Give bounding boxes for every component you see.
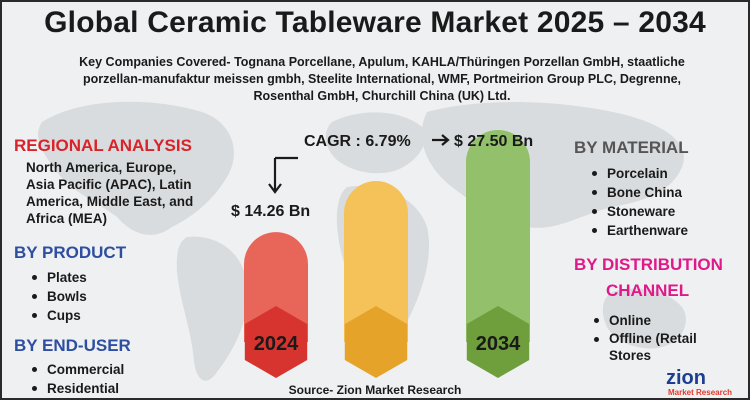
svg-text:Market Research: Market Research	[668, 388, 732, 397]
product-list: Plates Bowls Cups	[28, 268, 87, 325]
material-list: Porcelain Bone China Stoneware Earthenwa…	[588, 164, 688, 240]
year-label: 2024	[254, 333, 299, 355]
bar-mid	[344, 181, 408, 342]
zion-logo: zion Market Research	[666, 367, 732, 397]
year-label: 2034	[476, 333, 521, 355]
bar-2034	[466, 130, 530, 342]
list-item: Commercial	[28, 360, 124, 379]
bar-2024	[244, 232, 308, 342]
year-hexagon	[244, 306, 308, 378]
list-item: Stoneware	[588, 202, 688, 221]
year-hexagon	[466, 306, 530, 378]
start-value-label: $ 14.26 Bn	[231, 203, 310, 220]
year-hexagon	[344, 306, 408, 378]
list-item: Cups	[28, 306, 87, 325]
page-title: Global Ceramic Tableware Market 2025 – 2…	[44, 6, 706, 39]
list-item: Bowls	[28, 287, 87, 306]
cagr-label: CAGR : 6.79%	[304, 133, 411, 150]
down-arrow-icon	[268, 158, 282, 194]
key-companies-text: Key Companies Covered- Tognana Porcellan…	[79, 55, 685, 103]
regional-analysis-text: North America, Europe, Asia Pacific (APA…	[26, 160, 194, 226]
end-value-label: $ 27.50 Bn	[454, 133, 533, 150]
list-item: Offline (Retail Stores	[590, 330, 710, 364]
by-product-heading: BY PRODUCT	[14, 243, 127, 262]
right-arrow-icon	[432, 134, 450, 146]
list-item: Earthenware	[588, 221, 688, 240]
list-item: Bone China	[588, 183, 688, 202]
distribution-list: Online Offline (Retail Stores	[590, 311, 710, 364]
by-material-heading: BY MATERIAL	[574, 138, 689, 157]
end-user-list: Commercial Residential	[28, 360, 124, 398]
by-distribution-heading-line2: CHANNEL	[606, 281, 690, 300]
by-end-user-heading: BY END-USER	[14, 336, 131, 355]
list-item: Online	[590, 311, 710, 330]
svg-text:zion: zion	[666, 367, 706, 389]
regional-analysis-heading: REGIONAL ANALYSIS	[14, 136, 192, 155]
list-item: Plates	[28, 268, 87, 287]
list-item: Porcelain	[588, 164, 688, 183]
by-distribution-heading: BY DISTRIBUTION	[574, 255, 723, 274]
list-item: Residential	[28, 379, 124, 398]
source-text: Source- Zion Market Research	[288, 383, 462, 397]
